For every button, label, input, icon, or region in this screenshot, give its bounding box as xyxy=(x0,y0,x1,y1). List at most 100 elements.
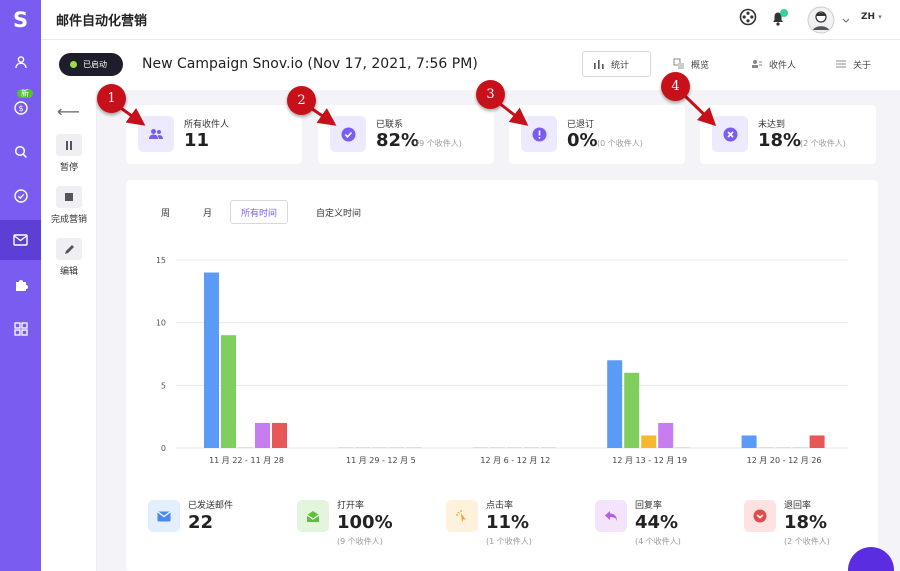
range-tab-week[interactable]: 周 xyxy=(161,208,171,219)
overview-icon xyxy=(673,58,684,69)
range-tab-custom[interactable]: 自定义时间 xyxy=(316,208,362,219)
finish-campaign-button[interactable]: 完成营销 xyxy=(41,186,97,225)
bell-icon[interactable] xyxy=(769,8,789,32)
language-selector[interactable]: ZH ▾ xyxy=(861,12,882,22)
chart-bar-empty xyxy=(506,447,522,448)
marker-2: 2 xyxy=(287,86,316,115)
status-badge: 已启动 xyxy=(59,53,123,76)
pause-button[interactable]: 暂停 xyxy=(41,134,97,173)
rail-search-icon[interactable] xyxy=(0,132,41,172)
snov-logo[interactable]: S xyxy=(12,8,29,32)
chart-bar xyxy=(641,435,657,448)
stat-card-contacted: 已联系 82% (9 个收件人) xyxy=(318,105,494,164)
metric-card: 打开率 100% (9 个收件人) xyxy=(297,498,437,558)
rail-check-circle-icon[interactable] xyxy=(0,176,41,216)
metric-sub: (1 个收件人) xyxy=(486,537,532,546)
metric-value: 22 xyxy=(188,512,214,533)
page-title: 邮件自动化营销 xyxy=(56,14,148,29)
x-tick-label: 11 月 29 - 12 月 5 xyxy=(346,456,416,465)
metric-card: 已发送邮件 22 xyxy=(148,498,288,558)
chart-bar xyxy=(607,360,623,448)
metric-label: 退回率 xyxy=(784,501,812,511)
back-arrow-icon[interactable]: ⟵ xyxy=(57,102,80,121)
range-tab-all-time[interactable]: 所有时间 xyxy=(230,200,289,224)
chart-bar-empty xyxy=(675,447,691,448)
chart-bar-empty xyxy=(758,447,774,448)
stat-label: 所有收件人 xyxy=(184,120,230,130)
stat-value: 0% xyxy=(567,130,598,151)
y-tick-label: 0 xyxy=(161,444,166,453)
stat-label: 已联系 xyxy=(376,120,404,130)
rail-dollar-icon[interactable]: $ xyxy=(0,88,41,128)
chart-bar xyxy=(741,435,757,448)
list-icon xyxy=(836,60,846,68)
stat-label: 未达到 xyxy=(758,120,786,130)
chart-bar xyxy=(809,435,825,448)
language-label: ZH xyxy=(861,12,876,22)
chart-bar xyxy=(272,422,287,448)
marker-1: 1 xyxy=(97,84,126,113)
chevron-down-icon: ▾ xyxy=(878,13,882,21)
status-dot-icon xyxy=(70,61,77,68)
range-tab-month[interactable]: 月 xyxy=(203,208,213,219)
metric-label: 打开率 xyxy=(337,501,365,511)
pause-icon xyxy=(56,134,82,156)
x-tick-label: 11 月 22 - 11 月 28 xyxy=(209,456,284,465)
campaign-toolbar: 已启动 New Campaign Snov.io (Nov 17, 2021, … xyxy=(41,40,900,90)
rail-puzzle-icon[interactable] xyxy=(0,265,41,305)
chart-bar-empty xyxy=(523,447,539,448)
edit-button[interactable]: 编辑 xyxy=(41,238,97,277)
metric-value: 44% xyxy=(635,512,679,533)
metric-value: 100% xyxy=(337,512,393,533)
y-tick-label: 15 xyxy=(156,256,166,265)
x-tick-label: 12 月 20 - 12 月 26 xyxy=(747,456,822,465)
metric-card: 点击率 11% (1 个收件人) xyxy=(446,498,586,558)
tab-label: 概览 xyxy=(691,60,710,71)
metric-value: 11% xyxy=(486,512,530,533)
stat-value: 11 xyxy=(184,130,210,151)
status-label: 已启动 xyxy=(83,60,107,69)
stat-value: 82% xyxy=(376,130,420,151)
envelope-icon xyxy=(148,500,180,532)
y-tick-label: 10 xyxy=(156,319,166,328)
chart-bar-empty xyxy=(338,447,354,448)
tab-label: 统计 xyxy=(611,60,630,71)
stat-sub: (9 个收件人) xyxy=(416,139,462,148)
chart-bar-empty xyxy=(540,447,556,448)
rail-grid-icon[interactable] xyxy=(0,309,41,349)
bounce-icon xyxy=(744,500,776,532)
rail-mail-icon[interactable] xyxy=(0,220,41,260)
chart-bar-empty xyxy=(472,447,488,448)
rail-user-icon[interactable] xyxy=(0,42,41,82)
bar-chart-icon xyxy=(594,60,604,69)
new-badge: 新 xyxy=(17,89,33,98)
x-tick-label: 12 月 13 - 12 月 19 xyxy=(612,456,687,465)
bar-chart: 0 5 10 15 11 月 22 - 11 月 28 11 月 29 - 12 月 5 1… xyxy=(156,256,848,465)
metric-card: 退回率 18% (2 个收件人) xyxy=(744,498,884,558)
chart-bar-empty xyxy=(238,447,253,448)
stat-value: 18% xyxy=(758,130,802,151)
chart-bar-empty xyxy=(792,447,808,448)
stat-sub: (0 个收件人) xyxy=(597,139,643,148)
metric-value: 18% xyxy=(784,512,828,533)
marker-4: 4 xyxy=(661,72,690,101)
tab-label: 收件人 xyxy=(769,60,797,71)
chart-bar xyxy=(658,422,674,448)
film-reel-icon[interactable] xyxy=(739,8,757,30)
tab-recipients[interactable]: 收件人 xyxy=(741,51,806,77)
chart-bar-empty xyxy=(489,447,505,448)
edit-label: 编辑 xyxy=(59,267,78,277)
finish-campaign-label: 完成营销 xyxy=(50,215,87,225)
tab-about[interactable]: 关于 xyxy=(825,51,881,77)
chart-bar-empty xyxy=(389,447,405,448)
metric-sub: (2 个收件人) xyxy=(784,537,830,546)
avatar[interactable] xyxy=(807,5,850,39)
chart-bar xyxy=(255,422,270,448)
tab-overview[interactable]: 概览 xyxy=(663,51,719,77)
tab-statistics[interactable]: 统计 xyxy=(582,51,651,77)
stat-label: 已退订 xyxy=(567,120,595,130)
reply-icon xyxy=(595,500,627,532)
recipients-icon xyxy=(752,60,762,68)
metric-sub: (9 个收件人) xyxy=(337,537,383,546)
metric-label: 回复率 xyxy=(635,501,663,511)
